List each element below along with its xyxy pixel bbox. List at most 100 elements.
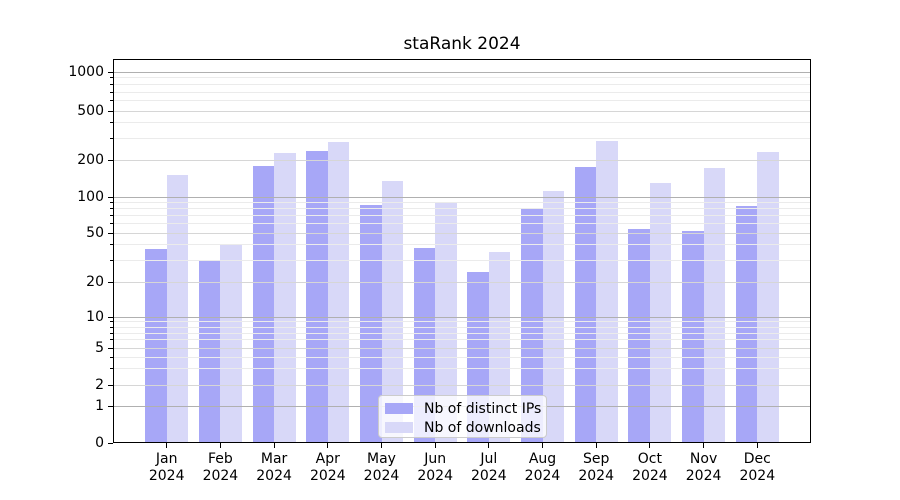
y-minortick-7 [110,332,113,334]
x-tick-month-feb: Feb [207,451,233,467]
y-minortick-300 [110,137,113,139]
x-tick-mar [273,443,275,448]
legend-entry-nb-of-downloads: Nb of downloads [385,419,546,436]
bar-nb-of-distinct-ips-nov [682,231,704,443]
y-tick-20 [108,281,113,283]
y-tick-label-200: 200 [77,152,104,168]
x-tick-label-nov: Nov 2024 [669,451,739,484]
gridline-minor-400 [113,122,811,124]
x-tick-sep [595,443,597,448]
x-tick-label-may: May 2024 [347,451,417,484]
bar-nb-of-distinct-ips-jun [413,247,436,443]
bar-nb-of-distinct-ips-dec [735,206,758,443]
gridline-y-5 [113,347,811,349]
grid-layer [113,59,811,443]
x-tick-year-jun: 2024 [417,467,453,484]
x-tick-month-may: May [367,451,396,467]
legend-entry-nb-of-distinct-ips: Nb of distinct IPs [385,400,546,417]
y-tick-label-50: 50 [86,225,104,241]
x-tick-label-jul: Jul 2024 [454,451,524,484]
gridline-y-1000 [113,71,811,73]
gridline-minor-60 [113,223,811,224]
y-tick-0 [108,442,113,444]
bar-nb-of-downloads-jan [166,174,189,443]
bar-nb-of-distinct-ips-apr [306,151,328,443]
x-tick-month-sep: Sep [582,451,610,467]
x-tick-month-nov: Nov [689,451,718,467]
y-minortick-700 [110,91,113,93]
x-tick-dec [756,443,758,448]
y-tick-label-2: 2 [95,377,104,393]
bar-nb-of-distinct-ips-jan [145,249,167,443]
x-tick-year-jul: 2024 [470,467,507,484]
chart-title: staRank 2024 [403,34,521,54]
y-minortick-9 [110,321,113,323]
x-tick-year-apr: 2024 [309,467,346,484]
y-minortick-900 [110,77,113,79]
x-tick-label-oct: Oct 2024 [615,451,685,484]
x-tick-month-mar: Mar [260,451,288,467]
x-tick-year-nov: 2024 [685,467,722,484]
bar-nb-of-downloads-may [381,181,403,443]
y-minortick-600 [110,100,113,102]
legend-label-nb-of-distinct-ips: Nb of distinct IPs [424,400,542,417]
gridline-minor-9 [113,321,811,323]
y-minortick-3 [110,368,113,370]
x-tick-month-jul: Jul [480,451,498,467]
y-tick-200 [108,159,113,161]
gridline-minor-90 [113,202,811,203]
y-minortick-30 [110,259,113,261]
bar-nb-of-distinct-ips-aug [521,207,543,443]
bar-nb-of-distinct-ips-may [360,204,382,443]
x-tick-apr [327,443,329,448]
x-tick-year-aug: 2024 [524,467,561,484]
y-tick-label-5: 5 [95,340,104,356]
y-minortick-40 [110,244,113,246]
x-tick-year-mar: 2024 [256,467,292,484]
y-tick-label-10: 10 [86,309,104,325]
x-tick-year-feb: 2024 [202,467,239,484]
gridline-minor-300 [113,137,811,139]
x-tick-aug [542,443,543,448]
x-tick-month-oct: Oct [637,451,662,467]
y-minortick-6 [110,339,113,341]
gridline-minor-8 [113,326,811,328]
y-tick-500 [108,110,113,112]
legend-swatch-nb-of-distinct-ips [385,403,413,414]
gridline-minor-4 [113,356,811,358]
bar-nb-of-downloads-dec [757,152,779,443]
x-tick-year-jan: 2024 [148,467,185,484]
y-tick-1 [108,405,113,407]
x-tick-month-apr: Apr [315,451,340,467]
x-tick-month-dec: Dec [743,451,771,467]
gridline-y-10 [113,316,811,318]
y-tick-label-100: 100 [77,189,104,205]
x-tick-label-feb: Feb 2024 [185,451,255,484]
x-tick-label-dec: Dec 2024 [722,451,792,484]
x-tick-month-jan: Jan [155,451,178,467]
bar-nb-of-downloads-sep [596,141,618,443]
gridline-y-500 [113,110,811,112]
legend-label-nb-of-downloads: Nb of downloads [424,419,541,436]
x-tick-year-sep: 2024 [578,467,614,484]
x-tick-month-jun: Jun [424,451,447,467]
y-minortick-4 [110,356,113,358]
x-tick-label-jun: Jun 2024 [400,451,470,484]
gridline-minor-80 [113,208,811,210]
y-minortick-800 [110,84,113,86]
y-tick-label-500: 500 [77,103,104,119]
bar-nb-of-downloads-oct [649,182,672,443]
legend-swatch-nb-of-downloads [385,422,413,433]
y-tick-10 [108,316,113,318]
bar-nb-of-distinct-ips-sep [574,166,597,443]
gridline-minor-900 [113,77,811,79]
gridline-y-50 [113,232,811,234]
x-tick-jun [434,443,436,448]
x-tick-jan [166,443,168,448]
x-tick-label-sep: Sep 2024 [561,451,631,484]
y-tick-label-0: 0 [95,435,104,451]
y-minortick-70 [110,215,113,216]
y-minortick-400 [110,122,113,124]
y-tick-5 [108,347,113,349]
